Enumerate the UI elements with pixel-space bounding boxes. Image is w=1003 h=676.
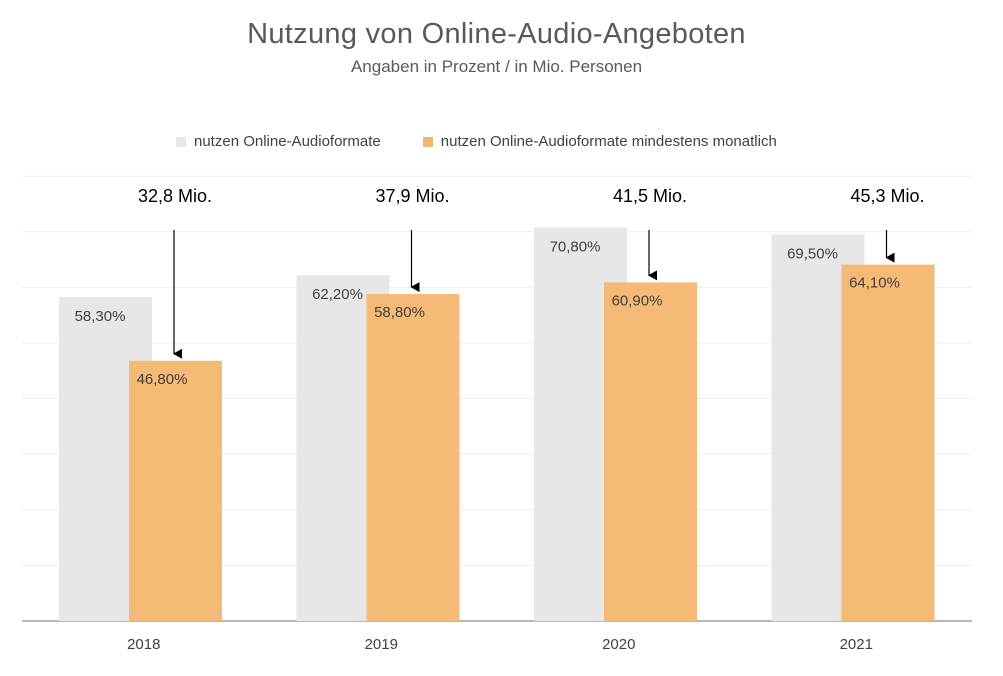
- legend-item-series-1: nutzen Online-Audioformate: [176, 133, 381, 150]
- annotation-label: 45,3 Mio.: [850, 186, 924, 206]
- annotation-label: 41,5 Mio.: [613, 186, 687, 206]
- data-label-series-2: 60,90%: [612, 292, 663, 309]
- legend-item-series-2: nutzen Online-Audioformate mindestens mo…: [422, 133, 777, 150]
- data-label-series-1: 58,30%: [75, 308, 126, 325]
- legend: nutzen Online-Audioformate nutzen Online…: [176, 133, 819, 150]
- annotation-label: 37,9 Mio.: [375, 186, 449, 206]
- bar-series-2: [366, 294, 460, 621]
- bar-series-2: [841, 264, 935, 621]
- x-tick-label: 2020: [602, 636, 635, 653]
- data-label-series-1: 62,20%: [312, 286, 363, 303]
- data-label-series-1: 69,50%: [787, 246, 838, 263]
- x-tick-label: 2021: [840, 636, 873, 653]
- legend-swatch-series-1: [176, 136, 186, 147]
- data-label-series-2: 58,80%: [374, 304, 425, 321]
- legend-label-series-2: nutzen Online-Audioformate mindestens mo…: [440, 133, 777, 150]
- chart-title: Nutzung von Online-Audio-Angeboten: [247, 18, 746, 50]
- x-tick-label: 2019: [365, 636, 398, 653]
- annotation-label: 32,8 Mio.: [138, 186, 212, 206]
- data-label-series-2: 46,80%: [137, 371, 188, 388]
- data-label-series-2: 64,10%: [849, 275, 900, 292]
- legend-swatch-series-2: [422, 136, 433, 147]
- x-tick-label: 2018: [127, 636, 160, 653]
- bar-series-2: [604, 282, 697, 621]
- data-label-series-1: 70,80%: [550, 238, 601, 255]
- bar-series-2: [129, 360, 222, 621]
- legend-label-series-1: nutzen Online-Audioformate: [194, 133, 381, 150]
- chart-subtitle: Angaben in Prozent / in Mio. Personen: [350, 57, 643, 76]
